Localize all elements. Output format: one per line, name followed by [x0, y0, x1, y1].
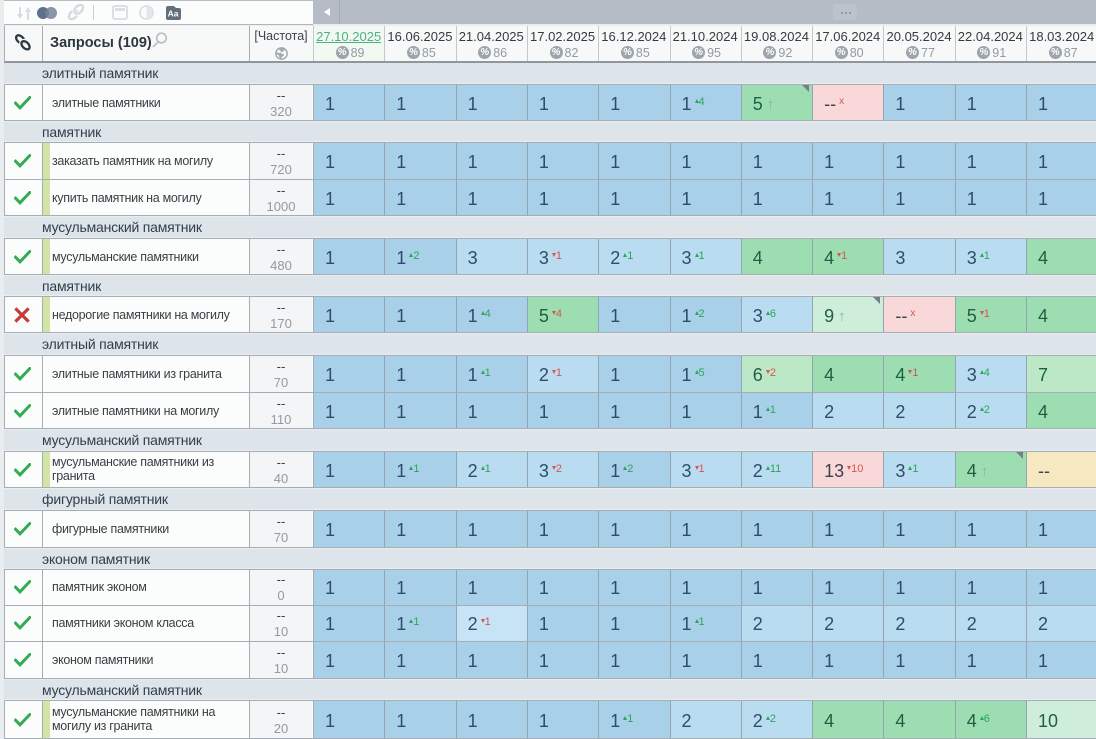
svg-text:Aa: Aa: [168, 9, 179, 19]
